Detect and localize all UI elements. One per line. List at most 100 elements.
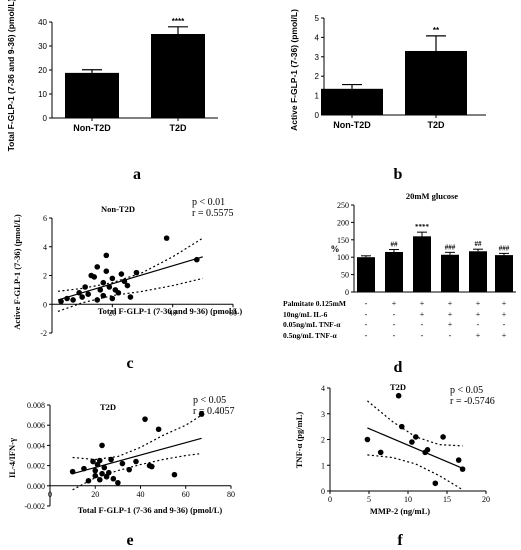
x-tick-label: 60	[182, 490, 190, 499]
data-point	[364, 436, 371, 443]
y-tick-label: 0	[315, 111, 320, 120]
condition-sign: -	[393, 320, 396, 329]
condition-sign: -	[393, 310, 396, 319]
x-tick-label: 40	[137, 490, 145, 499]
y-tick-label: 4	[315, 33, 320, 42]
bar	[405, 50, 467, 116]
data-point	[455, 457, 462, 463]
data-point	[395, 392, 402, 399]
y-tick-label: 150	[337, 236, 349, 245]
data-point	[194, 256, 200, 263]
condition-sign: +	[502, 310, 507, 319]
data-point	[142, 416, 148, 422]
y-tick-label: 250	[337, 201, 349, 210]
bar	[321, 88, 383, 115]
data-point	[459, 466, 466, 472]
data-point	[99, 442, 105, 449]
p-value-label: p < 0.01	[192, 197, 225, 208]
y-tick-label: 0.004	[27, 441, 45, 450]
x-tick-label: 20	[108, 308, 116, 317]
data-point	[85, 477, 92, 484]
x-tick-label: 0	[328, 495, 332, 504]
ci-upper-line	[72, 414, 202, 461]
data-point	[92, 472, 99, 479]
y-tick-label: 5	[315, 14, 320, 23]
significance-marker: **	[433, 26, 440, 35]
data-point	[149, 463, 155, 470]
panel-letter: c	[126, 355, 133, 372]
data-point	[94, 297, 101, 303]
bar	[413, 236, 431, 292]
bar	[385, 251, 403, 292]
data-point	[58, 298, 64, 305]
y-tick-label: 3	[315, 53, 320, 62]
data-point	[110, 475, 117, 482]
data-point	[163, 235, 170, 241]
condition-sign: +	[502, 331, 507, 340]
data-point	[70, 297, 76, 303]
x-axis-label: Total F-GLP-1 (7-36 and 9-36) (pmol/L)	[78, 505, 223, 515]
x-tick-label: 20	[91, 490, 99, 499]
data-point	[440, 434, 446, 440]
condition-sign: -	[393, 331, 396, 340]
y-tick-label: 2	[43, 272, 47, 281]
data-point	[109, 275, 116, 282]
significance-marker: ##	[391, 241, 399, 249]
condition-label: 10ng/mL IL-6	[283, 310, 328, 319]
y-tick-label: 20	[38, 66, 47, 75]
y-tick-label: 2	[321, 436, 325, 445]
data-point	[64, 295, 70, 302]
x-tick-label: 0	[48, 490, 52, 499]
condition-sign: -	[365, 299, 368, 308]
data-point	[109, 295, 116, 302]
data-point	[133, 458, 139, 465]
bar	[357, 257, 375, 292]
regression-line	[72, 437, 202, 475]
y-tick-label: -2	[40, 329, 47, 338]
data-point	[69, 468, 76, 475]
significance-marker: ****	[172, 17, 185, 26]
y-axis-label: Active F-GLP-1 (7-36) (pmol/L)	[12, 214, 22, 330]
condition-sign: -	[365, 310, 368, 319]
y-tick-label: 0	[43, 114, 48, 123]
category-label: Non-T2D	[73, 123, 111, 133]
data-point	[124, 282, 131, 289]
bar	[469, 251, 487, 292]
data-point	[119, 460, 126, 467]
condition-sign: -	[421, 331, 424, 340]
x-axis-label: Total F-GLP-1 (7-36 and 9-36) (pmol/L)	[98, 306, 243, 316]
data-point	[76, 289, 82, 296]
y-tick-label: -0.002	[24, 502, 45, 511]
condition-sign: +	[476, 299, 481, 308]
panel-letter: d	[394, 359, 403, 376]
y-axis-label: Active F-GLP-1 (7-36) (pmol/L)	[289, 9, 299, 131]
r-value-label: r = 0.5575	[192, 208, 233, 219]
significance-marker: ##	[475, 240, 483, 248]
significance-marker: ###	[499, 244, 510, 252]
data-point	[413, 434, 419, 440]
data-point	[171, 471, 178, 478]
panel-letter: f	[397, 532, 403, 549]
y-axis-label: %	[331, 244, 340, 254]
category-label: T2D	[169, 123, 187, 133]
data-point	[377, 449, 384, 456]
condition-sign: +	[420, 310, 425, 319]
x-tick-label: 40	[169, 308, 177, 317]
data-point	[94, 264, 101, 270]
condition-label: Palmitate 0.125mM	[283, 299, 346, 308]
panel-letter: a	[133, 166, 141, 183]
y-tick-label: 0.006	[27, 421, 45, 430]
bar	[65, 72, 119, 118]
data-point	[115, 479, 121, 486]
condition-sign: -	[365, 320, 368, 329]
condition-sign: +	[476, 331, 481, 340]
y-tick-label: 2	[315, 72, 320, 81]
condition-label: 0.05ng/mL TNF-α	[283, 320, 341, 329]
y-tick-label: 6	[43, 214, 47, 223]
bar	[151, 34, 205, 118]
ci-lower-line	[367, 454, 463, 491]
x-tick-label: 80	[227, 490, 235, 499]
data-point	[155, 426, 162, 433]
data-point	[79, 294, 85, 300]
